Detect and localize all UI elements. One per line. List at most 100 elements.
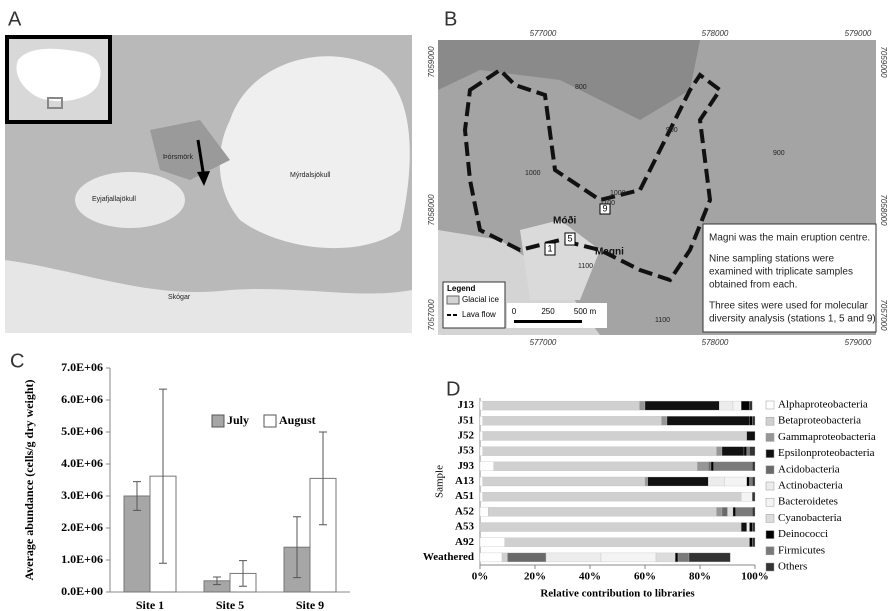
panel-label: D	[446, 378, 460, 400]
legend-swatch	[447, 296, 459, 304]
bar-segment	[733, 507, 736, 516]
legend-label: Bacteroidetes	[778, 496, 838, 508]
contour-label: 800	[575, 84, 587, 91]
y-tick-label: J93	[458, 460, 475, 472]
bar-segment	[645, 477, 648, 486]
coord-label: 578000	[702, 338, 729, 347]
bar-segment	[752, 538, 755, 547]
scale-label: 500 m	[574, 307, 597, 316]
legend-label: August	[279, 413, 316, 427]
bar-segment	[741, 401, 749, 410]
place-label: Eyjafjallajökull	[92, 196, 136, 203]
bar-segment	[747, 447, 750, 456]
bar-segment	[752, 492, 755, 501]
bar-segment	[480, 507, 488, 516]
bar-segment	[747, 477, 750, 486]
bar-segment	[667, 416, 750, 425]
bar-segment	[678, 553, 689, 562]
bar-segment	[714, 462, 753, 471]
coord-label: 7059000	[879, 46, 888, 78]
bar-segment	[728, 507, 734, 516]
bar-segment	[752, 523, 755, 532]
coord-label: 7057000	[427, 299, 436, 331]
coord-label: 577000	[530, 29, 557, 38]
legend-swatch	[766, 466, 774, 474]
contour-label: 1100	[655, 317, 670, 324]
y-tick-label: A51	[455, 490, 474, 502]
legend-label: Actinobacteria	[778, 480, 843, 492]
y-tick-label: A92	[455, 536, 474, 548]
bar-segment	[480, 462, 494, 471]
bar-segment	[717, 447, 723, 456]
y-tick-label: 0.0E+00	[61, 584, 103, 598]
bar-segment	[675, 553, 678, 562]
legend-label: Gammaproteobacteria	[778, 431, 876, 443]
bar-segment	[736, 507, 753, 516]
note-line: obtained from each.	[709, 280, 797, 291]
y-tick-label: 2.0E+06	[61, 520, 103, 534]
bar-segment	[750, 523, 753, 532]
bar-segment	[752, 462, 755, 471]
y-tick-label: A53	[455, 521, 474, 533]
map-a: A Eyjafjallajökull Mýrdalsjökull Þórsmör…	[5, 8, 412, 333]
y-tick-label: J53	[458, 445, 475, 457]
bar-segment	[750, 401, 753, 410]
bar-segment	[480, 523, 741, 532]
note-line: Three sites were used for molecular	[709, 301, 869, 312]
bar-segment	[601, 553, 656, 562]
y-tick-label: J13	[458, 399, 475, 411]
bar-segment	[480, 447, 483, 456]
x-axis-label: Relative contribution to libraries	[540, 588, 695, 600]
bar-segment	[656, 553, 675, 562]
bar-segment	[752, 507, 755, 516]
bar-segment	[750, 447, 756, 456]
y-tick-label: 6.0E+06	[61, 392, 103, 406]
x-tick-label: 100%	[741, 571, 769, 583]
contour-label: 900	[773, 150, 785, 157]
bar-segment	[480, 492, 483, 501]
y-tick-label: 1.0E+06	[61, 552, 103, 566]
bar-segment	[483, 492, 742, 501]
bar-segment	[480, 401, 483, 410]
bar-segment	[752, 477, 755, 486]
bar-segment	[640, 401, 646, 410]
bar-segment	[711, 462, 714, 471]
x-tick-label: Site 5	[216, 598, 244, 611]
contour-label: 1000	[610, 190, 626, 197]
bar-segment	[708, 462, 711, 471]
bar-segment	[733, 401, 741, 410]
bar-segment	[505, 538, 750, 547]
bar-segment	[722, 507, 728, 516]
contour-label: 1100	[578, 263, 593, 270]
legend-label: Acidobacteria	[778, 463, 840, 475]
bar-segment	[648, 477, 709, 486]
bar-segment	[662, 416, 668, 425]
x-tick-label: 0%	[472, 571, 489, 583]
legend-swatch	[766, 531, 774, 539]
scale-label: 0	[512, 307, 517, 316]
place-label: Skógar	[168, 294, 191, 301]
legend-label: July	[227, 413, 249, 427]
legend-label: Betaproteobacteria	[778, 415, 861, 427]
bar-segment	[546, 553, 601, 562]
coord-label: 579000	[845, 338, 872, 347]
legend-label: Cyanobacteria	[778, 512, 842, 524]
bar-segment	[480, 477, 483, 486]
bar-segment	[750, 477, 753, 486]
legend-label: Others	[778, 561, 807, 573]
coord-label: 7059000	[427, 46, 436, 78]
bar-segment	[645, 401, 719, 410]
bar-segment	[483, 477, 645, 486]
legend-label: Deinococci	[778, 528, 828, 540]
bar-segment	[747, 431, 755, 440]
legend-title: Legend	[447, 284, 476, 293]
bar-segment	[708, 477, 725, 486]
scale-label: 250	[541, 307, 555, 316]
legend-label: Alphaproteobacteria	[778, 399, 868, 411]
panel-label: B	[444, 8, 457, 30]
bar-segment	[725, 477, 747, 486]
bar-segment	[719, 401, 733, 410]
legend-label: Glacial ice	[462, 295, 499, 304]
legend-label: Lava flow	[462, 310, 496, 319]
bar-segment	[483, 416, 662, 425]
